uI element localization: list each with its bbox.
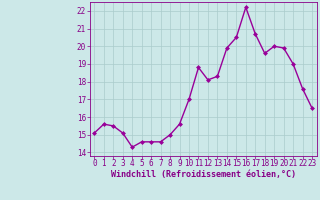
X-axis label: Windchill (Refroidissement éolien,°C): Windchill (Refroidissement éolien,°C)	[111, 170, 296, 179]
